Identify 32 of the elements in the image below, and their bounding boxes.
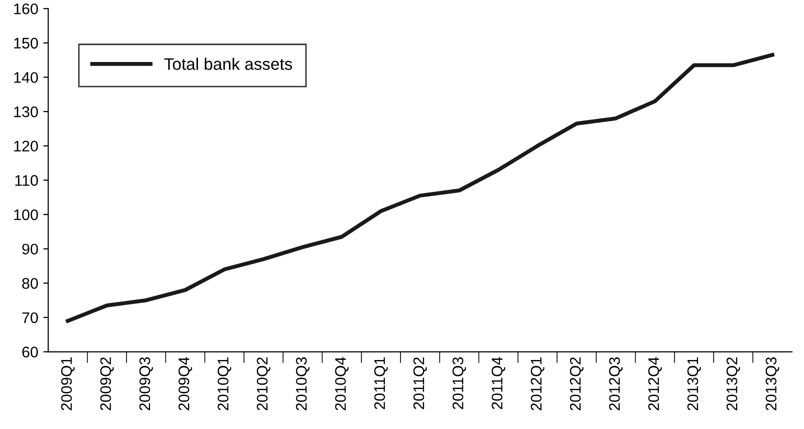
x-tick-label: 2009Q2	[100, 357, 114, 410]
legend-label: Total bank assets	[164, 58, 292, 70]
x-tick-label: 2013Q3	[766, 357, 780, 410]
y-tick-label: 140	[14, 72, 38, 83]
x-tick-label: 2010Q2	[256, 357, 270, 410]
x-tick-label: 2012Q4	[648, 357, 662, 410]
x-tick-label: 2012Q2	[570, 357, 584, 410]
y-tick-label: 120	[14, 140, 38, 152]
x-tick-label: 2009Q4	[178, 357, 192, 410]
y-tick-label: 130	[14, 106, 38, 118]
x-tick-label: 2010Q3	[296, 357, 310, 410]
y-tick-label: 90	[22, 244, 38, 255]
x-tick-label: 2012Q1	[530, 357, 544, 410]
y-tick-label: 80	[22, 278, 38, 289]
x-tick-label: 2011Q2	[413, 357, 427, 410]
x-tick-label: 2013Q2	[726, 357, 740, 410]
x-tick-label: 2010Q4	[335, 357, 349, 410]
x-tick-label: 2012Q3	[609, 357, 623, 410]
y-tick-label: 160	[14, 3, 38, 14]
x-tick-label: 2009Q1	[61, 357, 75, 410]
y-tick-label: 70	[22, 312, 38, 324]
line-series	[66, 52, 774, 323]
y-tick-label: 110	[15, 175, 38, 186]
y-tick-label: 60	[22, 346, 38, 358]
x-tick-label: 2011Q3	[452, 357, 466, 410]
y-tick-label: 150	[14, 38, 38, 49]
x-tick-label: 2010Q1	[218, 357, 232, 410]
x-tick-label: 2011Q4	[492, 357, 506, 410]
x-tick-label: 2009Q3	[139, 357, 153, 410]
x-tick-label: 2013Q1	[687, 357, 701, 410]
x-tick-label: 2011Q1	[374, 357, 388, 410]
y-tick-label: 100	[14, 209, 38, 220]
